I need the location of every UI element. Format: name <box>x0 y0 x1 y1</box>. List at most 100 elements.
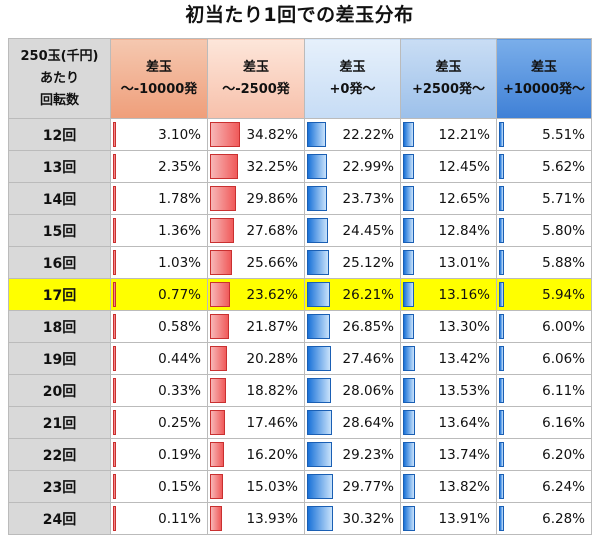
negative-bar <box>210 218 234 243</box>
value-cell: 13.01% <box>400 246 497 279</box>
row-label: 13回 <box>8 150 111 183</box>
value-cell: 6.28% <box>496 502 592 535</box>
cell-value: 29.77% <box>342 478 394 495</box>
value-cell: 0.58% <box>110 310 208 343</box>
positive-bar <box>307 442 333 467</box>
value-cell: 32.25% <box>207 150 305 183</box>
value-cell: 1.36% <box>110 214 208 247</box>
corner-line2: あたり <box>39 70 79 86</box>
negative-bar <box>113 378 116 403</box>
positive-bar <box>499 346 505 371</box>
positive-bar <box>403 346 415 371</box>
cell-value: 25.66% <box>246 254 298 271</box>
cell-value: 0.58% <box>158 318 201 335</box>
cell-value: 6.24% <box>542 478 585 495</box>
value-cell: 13.91% <box>400 502 497 535</box>
value-cell: 24.45% <box>304 214 401 247</box>
positive-bar <box>499 410 505 435</box>
value-cell: 25.66% <box>207 246 305 279</box>
negative-bar <box>210 282 231 307</box>
value-cell: 5.51% <box>496 118 592 151</box>
value-cell: 5.62% <box>496 150 592 183</box>
cell-value: 6.20% <box>542 446 585 463</box>
cell-value: 5.71% <box>542 190 585 207</box>
cell-value: 1.03% <box>158 254 201 271</box>
negative-bar <box>210 250 233 275</box>
row-label: 24回 <box>8 502 111 535</box>
value-cell: 18.82% <box>207 374 305 407</box>
value-cell: 0.15% <box>110 470 208 503</box>
cell-value: 13.91% <box>438 510 490 527</box>
value-cell: 13.64% <box>400 406 497 439</box>
positive-bar <box>307 282 330 307</box>
positive-bar <box>307 474 333 499</box>
header-row: 250玉(千円) あたり 回転数 差玉 ～-10000発 差玉 ～-2500発 … <box>8 38 592 119</box>
value-cell: 13.16% <box>400 278 497 311</box>
cell-value: 0.44% <box>158 350 201 367</box>
positive-bar <box>403 218 415 243</box>
value-cell: 13.93% <box>207 502 305 535</box>
positive-bar <box>403 122 414 147</box>
positive-bar <box>307 378 332 403</box>
cell-value: 6.16% <box>542 414 585 431</box>
row-label: 18回 <box>8 310 111 343</box>
cell-value: 13.16% <box>438 286 490 303</box>
value-cell: 13.30% <box>400 310 497 343</box>
value-cell: 6.16% <box>496 406 592 439</box>
distribution-table: 250玉(千円) あたり 回転数 差玉 ～-10000発 差玉 ～-2500発 … <box>8 38 592 535</box>
row-label: 21回 <box>8 406 111 439</box>
negative-bar <box>113 122 116 147</box>
cell-value: 5.51% <box>542 126 585 143</box>
value-cell: 12.21% <box>400 118 497 151</box>
value-cell: 23.62% <box>207 278 305 311</box>
positive-bar <box>307 154 327 179</box>
value-cell: 15.03% <box>207 470 305 503</box>
positive-bar <box>403 314 415 339</box>
cell-value: 24.45% <box>342 222 394 239</box>
cell-value: 18.82% <box>246 382 298 399</box>
value-cell: 12.45% <box>400 150 497 183</box>
value-cell: 21.87% <box>207 310 305 343</box>
table-row: 13回 2.35% 32.25% 22.99% 12.45% 5.62% <box>8 150 592 183</box>
row-label: 12回 <box>8 118 111 151</box>
negative-bar <box>113 250 116 275</box>
value-cell: 28.06% <box>304 374 401 407</box>
value-cell: 6.11% <box>496 374 592 407</box>
positive-bar <box>403 186 414 211</box>
header-plus-2500: 差玉 +2500発～ <box>400 38 497 119</box>
cell-value: 0.25% <box>158 414 201 431</box>
positive-bar <box>307 314 331 339</box>
header-plus-0: 差玉 +0発～ <box>304 38 401 119</box>
table-row: 14回 1.78% 29.86% 23.73% 12.65% 5.71% <box>8 182 592 215</box>
positive-bar <box>403 378 415 403</box>
cell-value: 13.74% <box>438 446 490 463</box>
value-cell: 5.94% <box>496 278 592 311</box>
value-cell: 29.23% <box>304 438 401 471</box>
cell-value: 5.94% <box>542 286 585 303</box>
value-cell: 0.25% <box>110 406 208 439</box>
value-cell: 27.46% <box>304 342 401 375</box>
header-minus-10000: 差玉 ～-10000発 <box>110 38 208 119</box>
positive-bar <box>403 506 415 531</box>
cell-value: 12.84% <box>438 222 490 239</box>
cell-value: 34.82% <box>246 126 298 143</box>
positive-bar <box>307 250 329 275</box>
table-row: 17回 0.77% 23.62% 26.21% 13.16% 5.94% <box>8 278 592 311</box>
positive-bar <box>307 122 327 147</box>
negative-bar <box>210 442 224 467</box>
cell-value: 0.33% <box>158 382 201 399</box>
cell-value: 17.46% <box>246 414 298 431</box>
cell-value: 13.30% <box>438 318 490 335</box>
positive-bar <box>403 154 414 179</box>
negative-bar <box>113 410 116 435</box>
positive-bar <box>499 282 505 307</box>
negative-bar <box>113 442 116 467</box>
value-cell: 20.28% <box>207 342 305 375</box>
cell-value: 0.77% <box>158 286 201 303</box>
value-cell: 1.78% <box>110 182 208 215</box>
value-cell: 6.24% <box>496 470 592 503</box>
table-row: 21回 0.25% 17.46% 28.64% 13.64% 6.16% <box>8 406 592 439</box>
negative-bar <box>113 474 116 499</box>
cell-value: 12.65% <box>438 190 490 207</box>
cell-value: 6.06% <box>542 350 585 367</box>
